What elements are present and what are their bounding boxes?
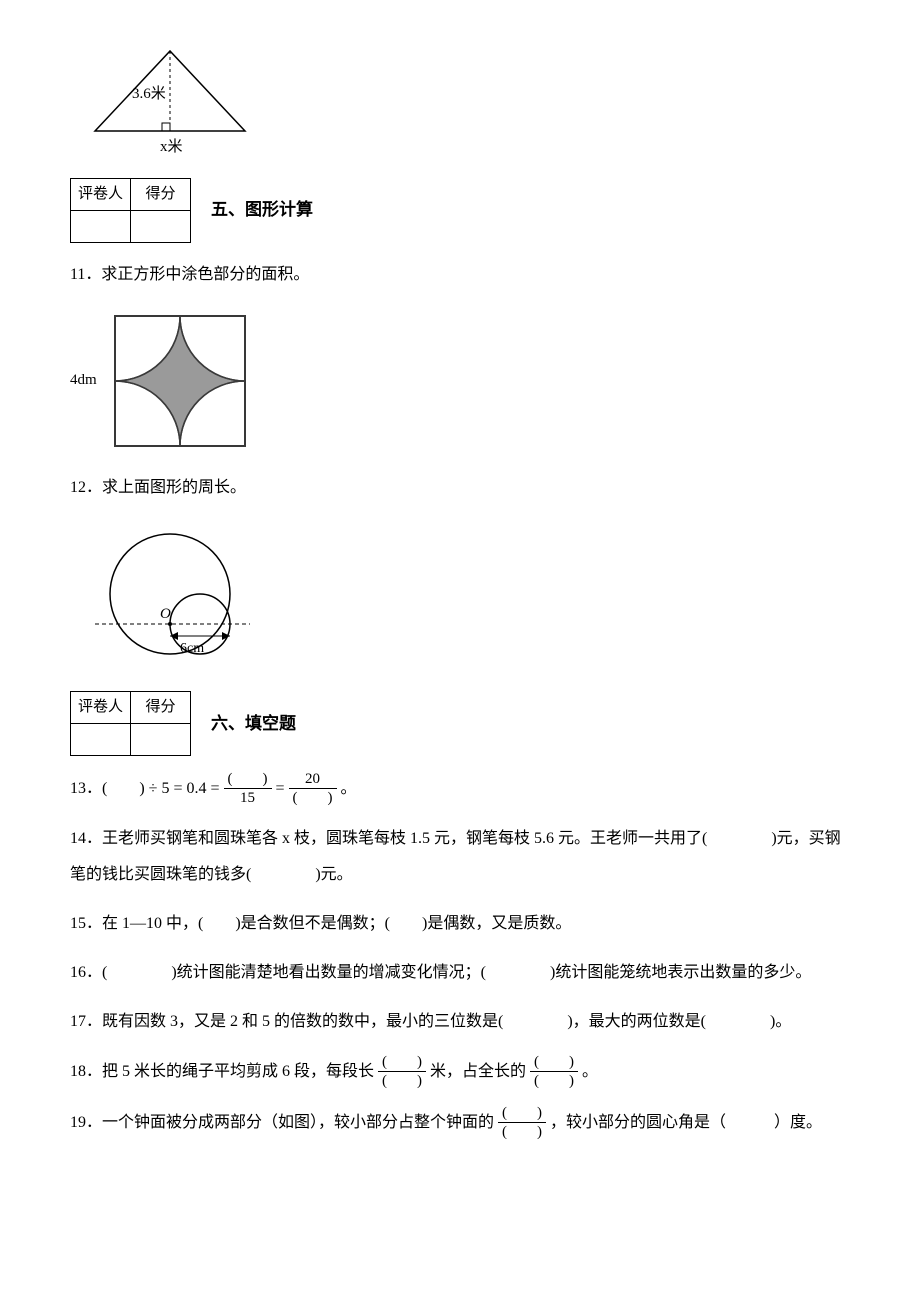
q12: 12．求上面图形的周长。 (70, 470, 850, 505)
triangle-svg: 3.6米 x米 (70, 36, 260, 166)
q17: 17．既有因数 3，又是 2 和 5 的倍数的数中，最小的三位数是( )，最大的… (70, 1004, 850, 1039)
q18: 18．把 5 米长的绳子平均剪成 6 段，每段长 ( ) ( ) 米，占全长的 … (70, 1053, 850, 1090)
scorebox-blank (131, 724, 191, 756)
q18-mid: 米，占全长的 (430, 1054, 526, 1089)
triangle-base-label: x米 (160, 138, 183, 155)
square-astroid-figure: 4dm (70, 306, 850, 456)
q18-suffix: 。 (582, 1054, 598, 1089)
q13: 13．( ) ÷ 5 = 0.4 = ( ) 15 = 20 ( ) 。 (70, 770, 850, 807)
q13-eq: = (276, 771, 285, 806)
q16: 16．( )统计图能清楚地看出数量的增减变化情况；( )统计图能笼统地表示出数量… (70, 955, 850, 990)
circles-figure: O 6cm (70, 519, 850, 679)
circles-svg: O 6cm (70, 519, 280, 679)
scorebox-blank (71, 724, 131, 756)
q11: 11．求正方形中涂色部分的面积。 (70, 257, 850, 292)
frac-den: 15 (236, 789, 259, 807)
scorebox-blank (131, 211, 191, 243)
frac-den: ( ) (530, 1072, 578, 1090)
q18-frac2: ( ) ( ) (530, 1053, 578, 1090)
q13-frac2: 20 ( ) (289, 770, 337, 807)
q19-frac: ( ) ( ) (498, 1104, 546, 1141)
frac-den: ( ) (378, 1072, 426, 1090)
center-label: O (160, 606, 171, 622)
section5-header: 评卷人 得分 五、图形计算 (70, 178, 850, 243)
q13-frac1: ( ) 15 (224, 770, 272, 807)
square-astroid-svg: 4dm (70, 306, 260, 456)
q13-prefix: 13．( ) ÷ 5 = 0.4 = (70, 771, 220, 806)
q15: 15．在 1—10 中，( )是合数但不是偶数；( )是偶数，又是质数。 (70, 906, 850, 941)
scorebox-5: 评卷人 得分 (70, 178, 191, 243)
square-side-label: 4dm (70, 372, 97, 388)
frac-den: ( ) (289, 789, 337, 807)
frac-num: ( ) (224, 770, 272, 788)
section6-header: 评卷人 得分 六、填空题 (70, 691, 850, 756)
frac-num: ( ) (530, 1053, 578, 1071)
scorebox-h1: 评卷人 (71, 179, 131, 211)
q18-prefix: 18．把 5 米长的绳子平均剪成 6 段，每段长 (70, 1054, 374, 1089)
section5-title: 五、图形计算 (211, 195, 313, 226)
scorebox-6: 评卷人 得分 (70, 691, 191, 756)
diameter-label: 6cm (180, 641, 204, 656)
scorebox-h1: 评卷人 (71, 692, 131, 724)
triangle-figure: 3.6米 x米 (70, 36, 850, 166)
q18-frac1: ( ) ( ) (378, 1053, 426, 1090)
q13-suffix: 。 (341, 771, 357, 806)
q19-mid: ，较小部分的圆心角是（ ）度。 (550, 1105, 822, 1140)
frac-num: ( ) (498, 1104, 546, 1122)
frac-num: 20 (301, 770, 324, 788)
scorebox-blank (71, 211, 131, 243)
section6-title: 六、填空题 (211, 709, 296, 740)
frac-den: ( ) (498, 1123, 546, 1141)
frac-num: ( ) (378, 1053, 426, 1071)
q19-prefix: 19．一个钟面被分成两部分（如图），较小部分占整个钟面的 (70, 1105, 494, 1140)
scorebox-h2: 得分 (131, 692, 191, 724)
scorebox-h2: 得分 (131, 179, 191, 211)
triangle-height-label: 3.6米 (132, 85, 166, 102)
q19: 19．一个钟面被分成两部分（如图），较小部分占整个钟面的 ( ) ( ) ，较小… (70, 1104, 850, 1141)
q14: 14．王老师买钢笔和圆珠笔各 x 枝，圆珠笔每枝 1.5 元，钢笔每枝 5.6 … (70, 821, 850, 891)
